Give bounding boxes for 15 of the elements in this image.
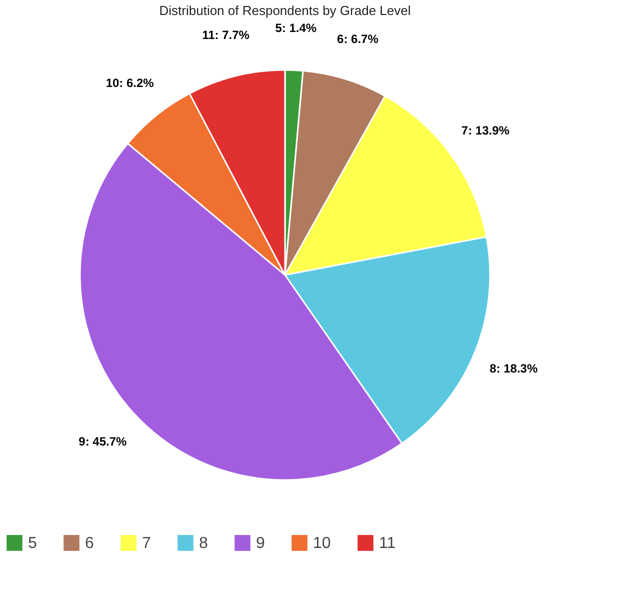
data-label: 10: 6.2% (106, 76, 154, 90)
data-label: 7: 13.9% (461, 124, 510, 138)
legend-label: 7 (142, 534, 151, 552)
legend-label: 8 (199, 534, 208, 552)
legend-label: 10 (313, 534, 331, 552)
data-label: 8: 18.3% (490, 362, 538, 376)
data-label: 5: 1.4% (275, 21, 317, 36)
legend-label: 5 (28, 534, 37, 552)
legend-label: 6 (85, 534, 94, 552)
data-label: 6: 6.7% (337, 32, 379, 46)
legend-label: 9 (256, 534, 265, 552)
chart-title: Distribution of Respondents by Grade Level (159, 3, 411, 18)
legend-label: 11 (379, 534, 396, 552)
data-label: 11: 7.7% (202, 28, 250, 42)
data-label: 9: 45.7% (78, 434, 128, 449)
